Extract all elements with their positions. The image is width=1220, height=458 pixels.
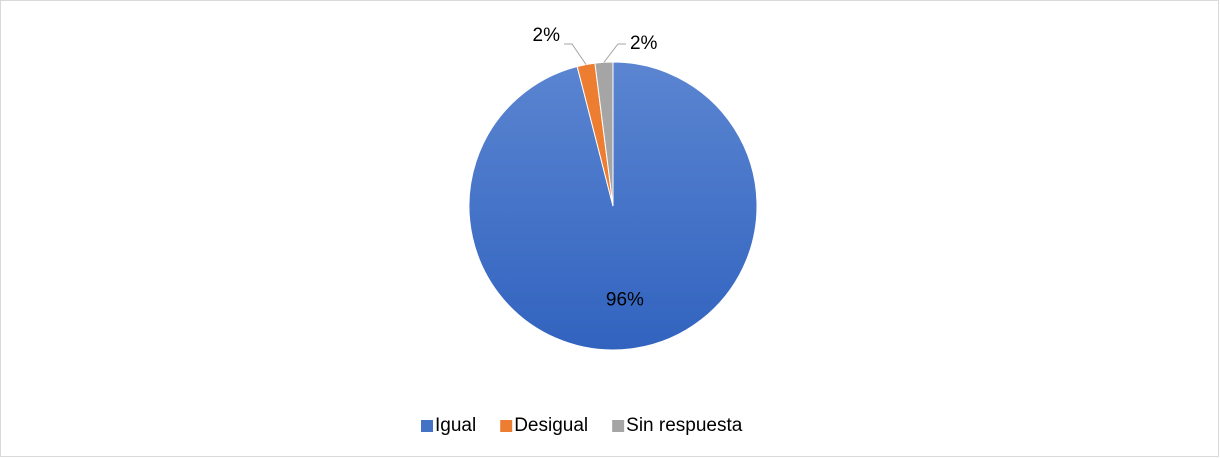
leader-line xyxy=(564,43,587,65)
data-label: 2% xyxy=(533,25,561,46)
legend-swatch xyxy=(500,420,513,432)
legend-label: Desigual xyxy=(514,415,588,436)
data-label: 2% xyxy=(630,33,658,54)
legend-label: Sin respuesta xyxy=(626,415,743,436)
legend-swatch xyxy=(421,420,433,432)
legend-swatch xyxy=(612,420,625,432)
pie-slice xyxy=(594,61,614,207)
leader-line xyxy=(603,43,626,63)
data-label: 96% xyxy=(606,289,644,310)
legend-label: Igual xyxy=(435,415,476,436)
